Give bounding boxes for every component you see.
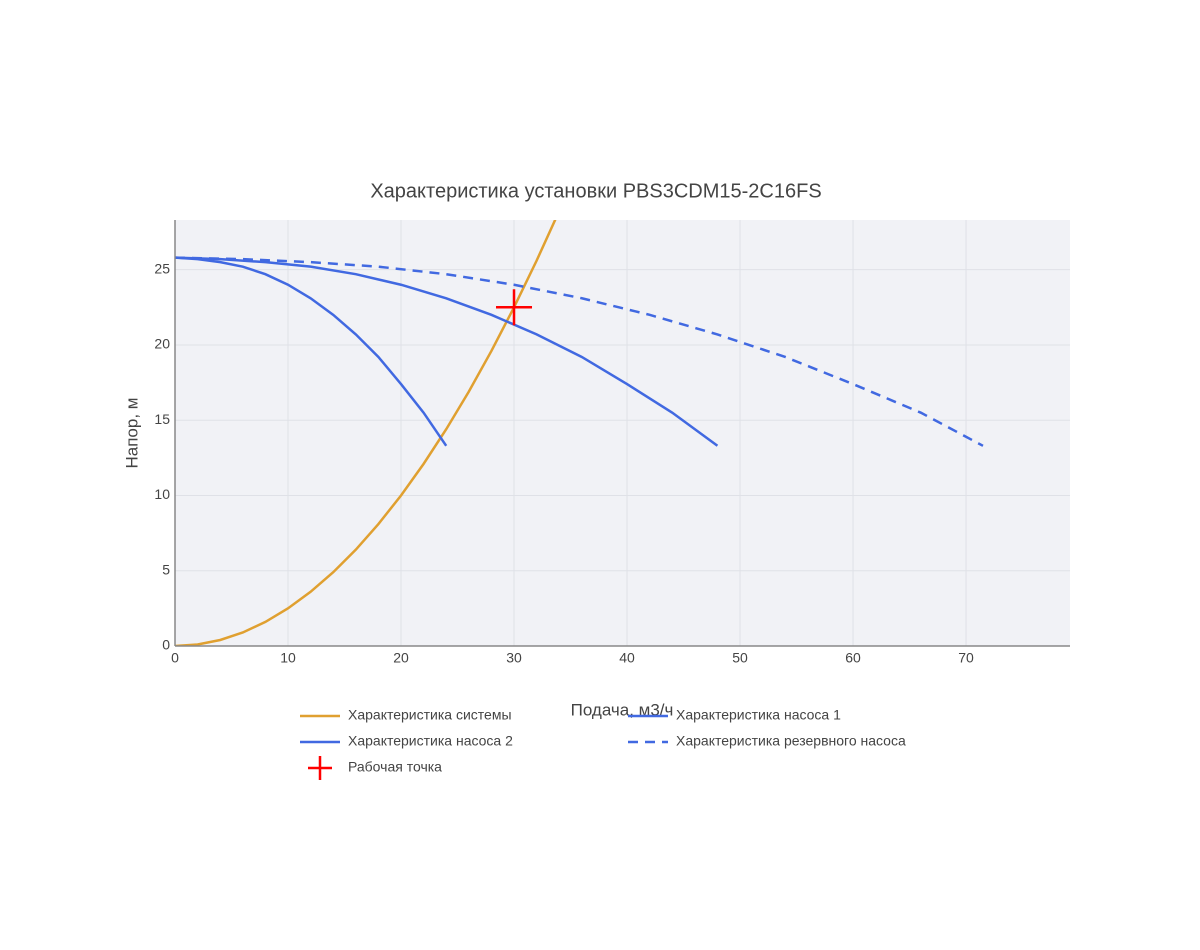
marker (496, 289, 533, 326)
x-tick-label: 60 (845, 650, 861, 666)
legend-label: Рабочая точка (348, 759, 442, 775)
series-line (175, 256, 719, 447)
legend-label: Характеристика резервного насоса (676, 733, 906, 749)
y-tick-label: 20 (154, 336, 170, 352)
series-line (175, 220, 557, 646)
x-tick-label: 0 (171, 650, 179, 666)
y-tick-label: 5 (162, 561, 170, 577)
plot-area (175, 220, 1070, 646)
legend-label: Характеристика насоса 2 (348, 733, 513, 749)
x-axis-title: Подача, м3/ч (571, 700, 674, 719)
grid (174, 220, 1070, 647)
y-tick-label: 25 (154, 260, 170, 276)
x-tick-label: 50 (732, 650, 748, 666)
x-tick-label: 70 (958, 650, 974, 666)
series-line (175, 256, 984, 447)
y-tick-label: 10 (154, 486, 170, 502)
x-tick-label: 10 (280, 650, 296, 666)
marker (308, 756, 332, 780)
legend: Характеристика системы Характеристика нас… (300, 707, 906, 780)
legend-label: Характеристика системы (348, 707, 512, 723)
y-axis-title: Напор, м (122, 398, 141, 469)
x-tick-label: 40 (619, 650, 635, 666)
x-tick-label: 20 (393, 650, 409, 666)
traces (175, 220, 984, 646)
y-tick-label: 15 (154, 411, 170, 427)
legend-label: Характеристика насоса 1 (676, 707, 841, 723)
x-tick-label: 30 (506, 650, 522, 666)
y-tick-label: 0 (162, 637, 170, 653)
chart-title: Характеристика установки PBS3CDM15-2C16F… (370, 180, 821, 202)
series-line (175, 256, 448, 447)
